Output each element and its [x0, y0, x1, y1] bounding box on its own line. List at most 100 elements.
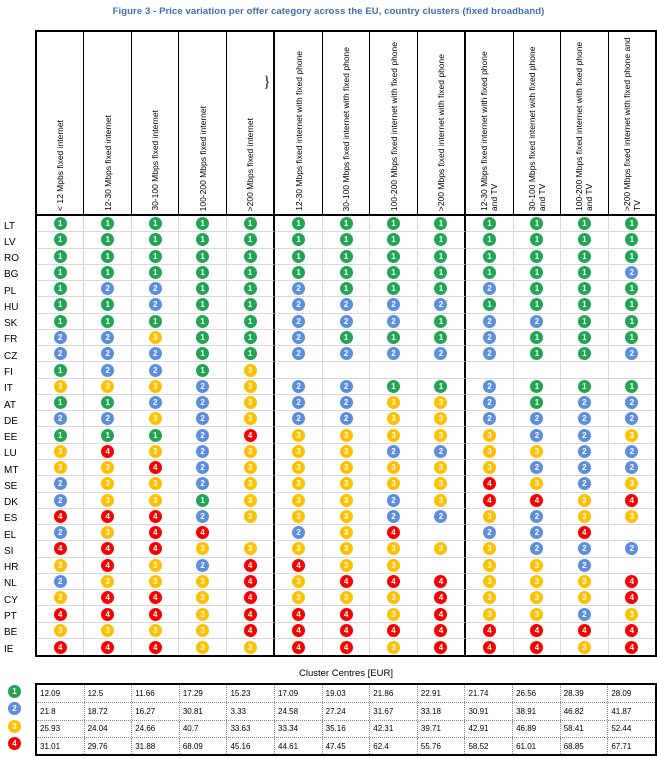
matrix-cell: 2 — [322, 313, 371, 330]
cluster-badge: 3 — [243, 509, 257, 523]
matrix-cell: 2 — [561, 394, 609, 412]
matrix-cell: 4 — [132, 638, 180, 656]
matrix-cell: 1 — [131, 427, 180, 444]
matrix-row: 3 3 3 2 3 2 2 1 1 2 1 1 1 — [37, 378, 656, 395]
matrix-cell: 2 — [466, 313, 514, 330]
cluster-badge: 2 — [530, 314, 544, 328]
cluster-badge: 4 — [339, 607, 353, 621]
cluster-badge: 1 — [482, 265, 496, 279]
cluster-badge: 2 — [577, 444, 591, 458]
cluster-badge: 3 — [292, 509, 306, 523]
cluster-badge: 3 — [101, 379, 115, 393]
cluster-badge: 2 — [101, 282, 115, 296]
matrix-cell: 1 — [513, 394, 562, 412]
cluster-badge: 2 — [101, 330, 115, 344]
cluster-badge: 4 — [243, 428, 257, 442]
cluster-badge: 3 — [339, 542, 353, 556]
cluster-badge: 3 — [482, 558, 496, 572]
matrix-row: 1 1 2 2 3 2 2 3 3 2 1 2 2 — [37, 394, 656, 412]
matrix-cell: 3 — [84, 378, 132, 395]
cluster-badge: 2 — [530, 428, 544, 442]
cluster-badge: 2 — [148, 347, 162, 361]
matrix-cell: 3 — [275, 508, 323, 526]
cluster-badge: 2 — [387, 314, 401, 328]
cluster-badge: 4 — [530, 640, 544, 654]
cluster-badge: 1 — [625, 249, 639, 263]
cluster-centre-value: 33.18 — [418, 703, 466, 720]
matrix-cell: 2 — [37, 492, 85, 509]
matrix-cell: 3 — [227, 638, 276, 656]
cluster-badge: 3 — [243, 477, 257, 491]
column-header: 100-200 Mbps fixed internet with fixed p… — [370, 32, 418, 214]
matrix-cell: 4 — [370, 525, 418, 542]
matrix-cell: 2 — [179, 476, 227, 493]
cluster-centre-value: 44.61 — [275, 737, 323, 755]
cluster-badge: 2 — [482, 347, 496, 361]
cluster-badge: 1 — [53, 282, 67, 296]
cluster-badge: 1 — [625, 233, 639, 247]
matrix-cell: 1 — [37, 313, 85, 330]
matrix-cell: 3 — [608, 476, 656, 493]
cluster-badge: 4 — [148, 591, 162, 605]
cluster-badge: 1 — [196, 493, 210, 507]
cluster-badge: 1 — [625, 217, 639, 231]
cluster-badge: 1 — [243, 282, 257, 296]
cluster-badge: 1 — [292, 233, 306, 247]
matrix-cell: 3 — [275, 573, 323, 591]
cluster-badge: 2 — [292, 314, 306, 328]
matrix-cell: 1 — [466, 297, 514, 314]
matrix-cell: 3 — [131, 573, 180, 591]
matrix-cell: 4 — [417, 622, 467, 639]
matrix-cell: 3 — [179, 638, 227, 656]
matrix-cell: 2 — [322, 411, 371, 428]
matrix-cell: 3 — [561, 573, 609, 591]
matrix-cell: 1 — [226, 329, 276, 347]
matrix-cell — [275, 362, 323, 379]
matrix-cell: 4 — [608, 493, 656, 509]
cluster-badge: 2 — [434, 509, 448, 523]
matrix-cell: 3 — [275, 476, 323, 493]
cluster-centre-value: 61.01 — [513, 737, 561, 755]
matrix-cell: 2 — [275, 329, 323, 347]
cluster-badge: 1 — [577, 347, 591, 361]
cluster-badge: 2 — [482, 282, 496, 296]
matrix-cell: 2 — [84, 281, 132, 298]
matrix-cell: 4 — [561, 622, 609, 639]
cluster-badge: 3 — [243, 444, 257, 458]
cluster-badge: 2 — [577, 461, 591, 475]
matrix-cell: 2 — [417, 508, 467, 526]
matrix-cell: 3 — [322, 443, 371, 460]
cluster-badge: 3 — [339, 461, 353, 475]
matrix-cell: 4 — [84, 508, 132, 526]
matrix-cell — [466, 362, 514, 379]
cluster-centre-value: 26.56 — [513, 685, 561, 703]
cluster-badge: 3 — [243, 379, 257, 393]
matrix-cell: 1 — [84, 313, 132, 330]
matrix-cell: 2 — [608, 395, 656, 412]
country-label-ie: IE — [4, 643, 14, 655]
cluster-centre-value: 45.16 — [227, 737, 276, 755]
matrix-cell: 2 — [179, 378, 227, 395]
matrix-cell: 1 — [37, 281, 85, 298]
cluster-badge: 1 — [482, 298, 496, 312]
cluster-badge: 2 — [196, 444, 210, 458]
matrix-row: 3 3 3 3 4 4 4 4 4 4 4 4 4 — [37, 622, 656, 639]
matrix-cell: 3 — [466, 508, 514, 526]
matrix-cell: 2 — [417, 297, 467, 314]
matrix-cell: 1 — [37, 248, 85, 265]
matrix-cell: 4 — [275, 557, 323, 574]
matrix-cell: 1 — [37, 297, 85, 314]
matrix-row: 1 1 1 1 1 1 1 1 1 1 1 1 1 — [37, 216, 656, 233]
cluster-badge: 1 — [101, 249, 115, 263]
cluster-badge: 1 — [434, 314, 448, 328]
matrix-cell: 2 — [370, 508, 418, 526]
matrix-cell: 1 — [608, 297, 656, 314]
cluster-badge: 1 — [530, 233, 544, 247]
matrix-cell: 1 — [226, 232, 276, 249]
matrix-cell: 1 — [322, 232, 371, 249]
cluster-badge: 1 — [196, 347, 210, 361]
cluster-centre-value: 52.44 — [611, 724, 632, 734]
cluster-badge: 1 — [243, 330, 257, 344]
cluster-badge: 2 — [434, 347, 448, 361]
matrix-cell: 4 — [131, 541, 180, 558]
